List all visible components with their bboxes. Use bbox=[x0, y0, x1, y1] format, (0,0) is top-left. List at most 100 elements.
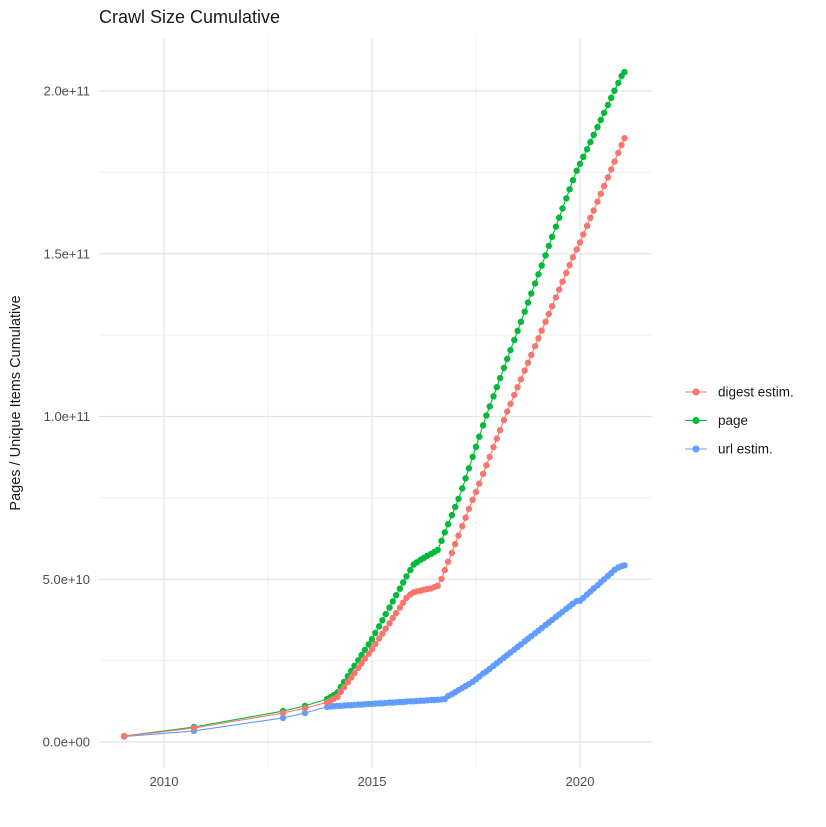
data-point bbox=[583, 222, 591, 229]
data-point bbox=[524, 299, 532, 306]
data-point bbox=[566, 186, 573, 193]
data-point bbox=[514, 327, 521, 335]
data-point bbox=[462, 475, 469, 482]
data-point bbox=[392, 592, 400, 599]
data-point bbox=[535, 271, 542, 278]
chart-title: Crawl Size Cumulative bbox=[99, 7, 280, 27]
data-point bbox=[382, 625, 389, 632]
data-point bbox=[438, 537, 445, 544]
data-point bbox=[552, 223, 560, 230]
data-point bbox=[504, 355, 511, 363]
legend-label: digest estim. bbox=[718, 385, 794, 400]
data-point bbox=[594, 198, 601, 205]
data-point bbox=[279, 709, 287, 717]
data-point bbox=[355, 664, 362, 671]
data-point bbox=[587, 138, 594, 146]
data-point bbox=[548, 303, 556, 310]
x-axis-tick-labels: 2010 2015 2020 bbox=[150, 774, 595, 789]
y-tick-label: 1.5e+11 bbox=[44, 246, 90, 261]
y-tick-label: 1.0e+11 bbox=[44, 409, 90, 424]
data-point bbox=[444, 521, 452, 528]
data-point bbox=[535, 335, 542, 342]
data-series-layer bbox=[120, 68, 628, 740]
data-point bbox=[531, 280, 539, 287]
data-point bbox=[448, 549, 456, 557]
data-point bbox=[621, 562, 628, 569]
data-point bbox=[386, 620, 393, 627]
data-point bbox=[608, 166, 615, 173]
legend-key-point bbox=[692, 388, 700, 396]
data-point bbox=[469, 496, 476, 503]
y-tick-label: 5.0e+10 bbox=[43, 572, 90, 587]
data-point bbox=[452, 540, 459, 548]
legend: digest estim. page url estim. bbox=[685, 385, 794, 457]
data-point bbox=[344, 678, 352, 686]
data-point bbox=[490, 393, 497, 400]
data-point bbox=[514, 384, 521, 391]
data-point bbox=[490, 443, 497, 451]
data-point bbox=[559, 278, 566, 285]
data-point bbox=[483, 462, 490, 469]
data-point bbox=[594, 123, 601, 131]
data-point bbox=[600, 182, 608, 190]
data-point bbox=[548, 233, 556, 240]
data-point bbox=[580, 231, 587, 238]
data-point bbox=[573, 246, 580, 253]
data-point bbox=[469, 453, 476, 461]
data-point bbox=[569, 254, 577, 261]
data-point bbox=[358, 660, 365, 667]
data-point bbox=[611, 87, 618, 94]
y-tick-label: 2.0e+11 bbox=[44, 84, 90, 99]
data-point bbox=[396, 604, 404, 611]
data-point bbox=[407, 566, 414, 574]
data-point bbox=[521, 308, 528, 315]
data-point bbox=[528, 290, 535, 297]
data-point bbox=[365, 641, 372, 648]
data-point bbox=[615, 79, 622, 87]
data-point bbox=[438, 575, 445, 583]
data-point bbox=[365, 650, 372, 657]
data-point bbox=[521, 367, 528, 374]
data-point bbox=[542, 318, 549, 325]
data-point bbox=[372, 640, 379, 648]
legend-label: page bbox=[718, 413, 748, 428]
data-point bbox=[392, 609, 400, 617]
data-point bbox=[573, 167, 580, 174]
data-point bbox=[511, 336, 518, 344]
y-tick-label: 0.0e+00 bbox=[43, 735, 90, 750]
data-point bbox=[472, 443, 480, 450]
data-point bbox=[400, 579, 407, 586]
data-point bbox=[500, 364, 508, 372]
data-point bbox=[587, 214, 594, 222]
data-point bbox=[597, 190, 604, 198]
data-point bbox=[368, 635, 376, 643]
series-digest-estim- bbox=[120, 135, 628, 740]
data-point bbox=[615, 149, 622, 156]
data-point bbox=[517, 318, 525, 325]
data-point bbox=[190, 724, 198, 732]
data-point bbox=[375, 635, 383, 642]
data-point bbox=[465, 505, 473, 513]
data-point bbox=[279, 714, 287, 722]
legend-item-digest-estim-: digest estim. bbox=[685, 385, 794, 400]
data-point bbox=[542, 252, 549, 259]
data-point bbox=[604, 174, 612, 181]
data-point bbox=[590, 207, 597, 214]
data-point bbox=[379, 630, 386, 637]
data-point bbox=[400, 599, 407, 606]
data-point bbox=[496, 374, 504, 382]
data-point bbox=[348, 674, 355, 681]
data-point bbox=[455, 495, 462, 503]
data-point bbox=[496, 427, 504, 434]
data-point bbox=[351, 669, 358, 677]
data-point bbox=[524, 359, 532, 366]
data-point bbox=[493, 435, 500, 442]
data-point bbox=[386, 604, 393, 611]
data-point bbox=[403, 573, 410, 580]
data-point bbox=[462, 514, 469, 521]
data-point bbox=[448, 511, 456, 519]
data-point bbox=[452, 503, 459, 511]
data-point bbox=[552, 294, 560, 301]
